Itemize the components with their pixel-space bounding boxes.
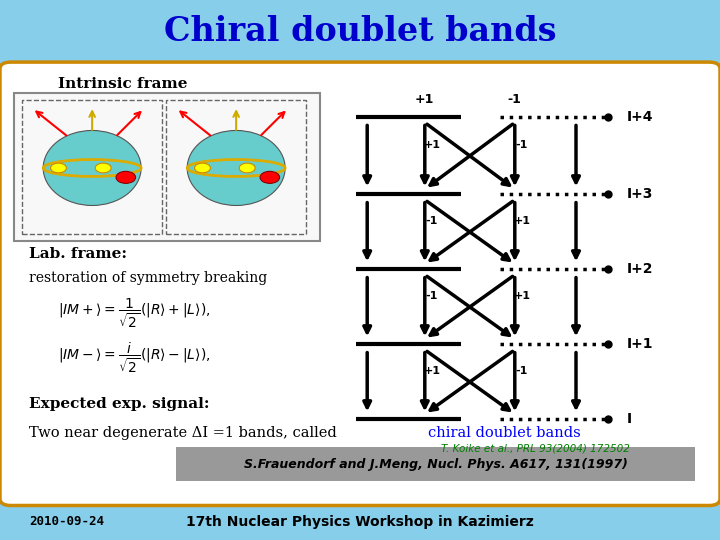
Ellipse shape (43, 131, 141, 206)
Text: Lab. frame:: Lab. frame: (29, 247, 127, 261)
Text: Two near degenerate ΔI =1 bands, called: Two near degenerate ΔI =1 bands, called (29, 426, 341, 440)
Text: -1: -1 (426, 216, 438, 226)
Text: Chiral doublet bands: Chiral doublet bands (163, 15, 557, 48)
Text: I+4: I+4 (626, 110, 653, 124)
Circle shape (194, 163, 210, 173)
Text: 17th Nuclear Physics Workshop in Kazimierz: 17th Nuclear Physics Workshop in Kazimie… (186, 515, 534, 529)
Text: S.Frauendorf and J.Meng, Nucl. Phys. A617, 131(1997): S.Frauendorf and J.Meng, Nucl. Phys. A61… (243, 457, 628, 470)
Text: I+3: I+3 (626, 187, 653, 201)
Text: chiral doublet bands: chiral doublet bands (428, 426, 581, 440)
Text: Intrinsic frame: Intrinsic frame (58, 77, 187, 91)
Text: I: I (626, 413, 631, 427)
Text: $| IM-\rangle = \dfrac{i}{\sqrt{2}}(|R\rangle-|L\rangle),$: $| IM-\rangle = \dfrac{i}{\sqrt{2}}(|R\r… (58, 341, 210, 375)
FancyBboxPatch shape (176, 447, 695, 481)
Text: T. Koike et al., PRL 93(2004) 172502: T. Koike et al., PRL 93(2004) 172502 (441, 443, 630, 453)
Text: +1: +1 (513, 291, 531, 301)
Text: +1: +1 (423, 366, 441, 376)
Text: -1: -1 (508, 93, 522, 106)
Text: Expected exp. signal:: Expected exp. signal: (29, 397, 210, 411)
Text: I+1: I+1 (626, 338, 653, 352)
FancyBboxPatch shape (14, 93, 320, 241)
Text: 2010-09-24: 2010-09-24 (29, 515, 104, 528)
Text: -1: -1 (516, 140, 528, 150)
Text: +1: +1 (513, 216, 531, 226)
Text: restoration of symmetry breaking: restoration of symmetry breaking (29, 271, 267, 285)
Text: -1: -1 (426, 291, 438, 301)
Text: I+2: I+2 (626, 262, 653, 276)
FancyBboxPatch shape (0, 62, 720, 505)
Text: -1: -1 (516, 366, 528, 376)
Circle shape (50, 163, 66, 173)
Circle shape (260, 171, 279, 184)
Circle shape (95, 163, 111, 173)
Ellipse shape (187, 131, 285, 206)
Text: $| IM+\rangle = \dfrac{1}{\sqrt{2}}(|R\rangle+|L\rangle),$: $| IM+\rangle = \dfrac{1}{\sqrt{2}}(|R\r… (58, 297, 210, 330)
Text: +1: +1 (415, 93, 434, 106)
Circle shape (116, 171, 135, 184)
Circle shape (239, 163, 255, 173)
Text: +1: +1 (423, 140, 441, 150)
